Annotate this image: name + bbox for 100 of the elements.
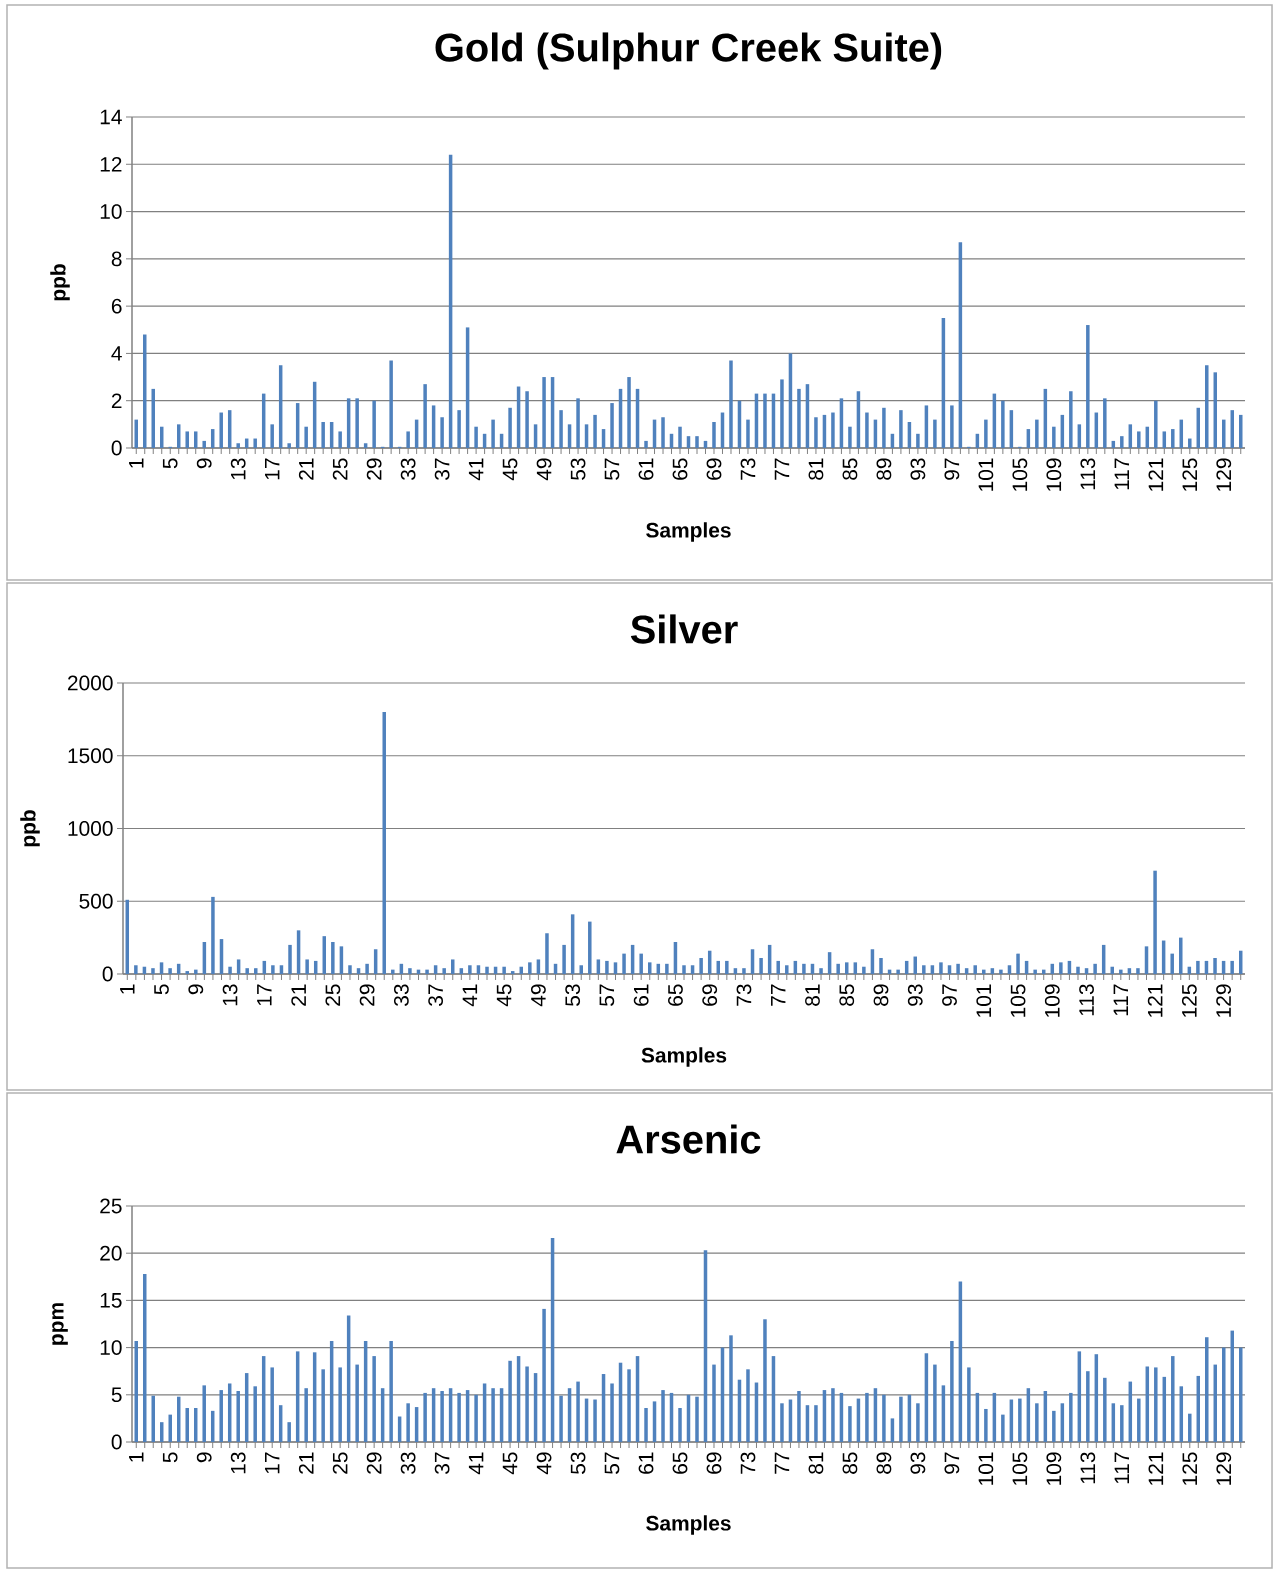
bar	[1239, 1347, 1243, 1442]
bar	[610, 403, 614, 448]
x-tick-label: 85	[842, 1452, 858, 1474]
x-tick-label: 121	[1147, 984, 1163, 1017]
x-tick-label: 97	[944, 1452, 960, 1474]
x-tick-label: 33	[400, 458, 416, 480]
bar	[355, 1364, 359, 1442]
bar	[879, 957, 883, 974]
x-tick-label: 117	[1114, 1452, 1130, 1484]
bar	[451, 959, 455, 974]
bar	[831, 412, 835, 448]
bar	[1035, 1403, 1039, 1442]
bar	[1153, 870, 1157, 974]
bar	[348, 965, 352, 974]
bar	[759, 957, 763, 974]
bar	[440, 417, 444, 448]
bar	[1119, 969, 1123, 974]
x-tick-label: 109	[1044, 984, 1060, 1017]
x-tick-label: 33	[400, 1452, 416, 1474]
bar	[185, 431, 189, 448]
bar	[271, 965, 275, 974]
x-tick-label: 125	[1182, 1452, 1198, 1485]
bar	[712, 421, 716, 448]
bar	[802, 963, 806, 974]
bar	[304, 1388, 308, 1442]
bar	[202, 440, 206, 448]
bar	[967, 1367, 971, 1442]
x-tick-label: 81	[805, 984, 820, 1006]
bar	[508, 1360, 512, 1442]
bar	[194, 969, 198, 974]
bar	[780, 379, 784, 448]
x-tick-label: 97	[942, 984, 957, 1006]
bar	[1230, 960, 1234, 974]
x-tick-label: 61	[638, 1452, 654, 1474]
bar	[168, 968, 172, 974]
x-tick-label: 9	[196, 458, 212, 469]
x-tick-label: 29	[359, 984, 375, 1006]
bar	[1205, 1337, 1209, 1442]
bar	[545, 933, 549, 974]
bar	[391, 969, 395, 974]
bar	[559, 1395, 563, 1442]
y-tick-label: 25	[100, 1198, 122, 1214]
x-tick-label: 49	[536, 1452, 552, 1475]
x-tick-label: 1	[129, 458, 144, 468]
bar	[331, 941, 335, 974]
y-tick-label: 15	[100, 1293, 122, 1308]
bar	[848, 426, 852, 448]
x-tick-label: 17	[265, 1452, 280, 1474]
bar	[831, 1388, 835, 1442]
x-tick-label: 105	[1010, 984, 1026, 1017]
x-tick-label: 41	[468, 458, 484, 481]
bar	[576, 398, 580, 448]
bar	[1137, 1398, 1141, 1442]
bar	[999, 969, 1003, 974]
x-tick-label: 33	[393, 984, 409, 1006]
bar	[982, 969, 986, 974]
x-tick-label: 77	[774, 1452, 790, 1474]
x-tick-label: 9	[188, 984, 204, 995]
x-tick-label: 93	[907, 984, 923, 1006]
x-tick-label: 37	[434, 1452, 450, 1474]
bar	[588, 921, 592, 974]
bar	[661, 417, 665, 448]
bar	[964, 968, 969, 974]
x-tick-label: 109	[1046, 458, 1062, 491]
bar	[644, 440, 648, 448]
y-axis-title: ppm	[52, 1303, 68, 1345]
bar	[712, 1364, 716, 1442]
x-tick-label: 37	[434, 458, 450, 480]
bar	[1069, 391, 1073, 448]
bar	[922, 965, 926, 974]
bar	[202, 1385, 206, 1442]
bar	[1127, 968, 1132, 974]
bar	[797, 1391, 801, 1442]
bar	[134, 965, 138, 974]
bar	[525, 391, 529, 448]
x-tick-label: 101	[976, 984, 992, 1017]
bar	[848, 1406, 852, 1442]
bar	[457, 1392, 461, 1442]
bar	[254, 968, 258, 974]
bar	[973, 965, 977, 974]
bar	[1222, 419, 1226, 448]
bar	[219, 1390, 223, 1442]
x-tick-label: 53	[570, 458, 586, 480]
bar	[1171, 1356, 1175, 1442]
y-tick-label: 1000	[68, 821, 113, 836]
x-tick-label: 49	[536, 458, 552, 481]
x-tick-label: 25	[325, 984, 341, 1006]
bar	[610, 1383, 614, 1442]
bar	[211, 896, 215, 974]
y-tick-label: 2	[111, 393, 122, 409]
bar	[305, 959, 309, 974]
bar	[1103, 1377, 1107, 1442]
bar	[1084, 968, 1089, 974]
y-tick-label: 10	[100, 204, 122, 219]
x-tick-label: 1	[120, 984, 135, 994]
bar	[356, 968, 361, 974]
bar	[678, 426, 682, 448]
bar	[639, 953, 643, 974]
bar	[321, 421, 325, 448]
bar	[288, 944, 292, 974]
